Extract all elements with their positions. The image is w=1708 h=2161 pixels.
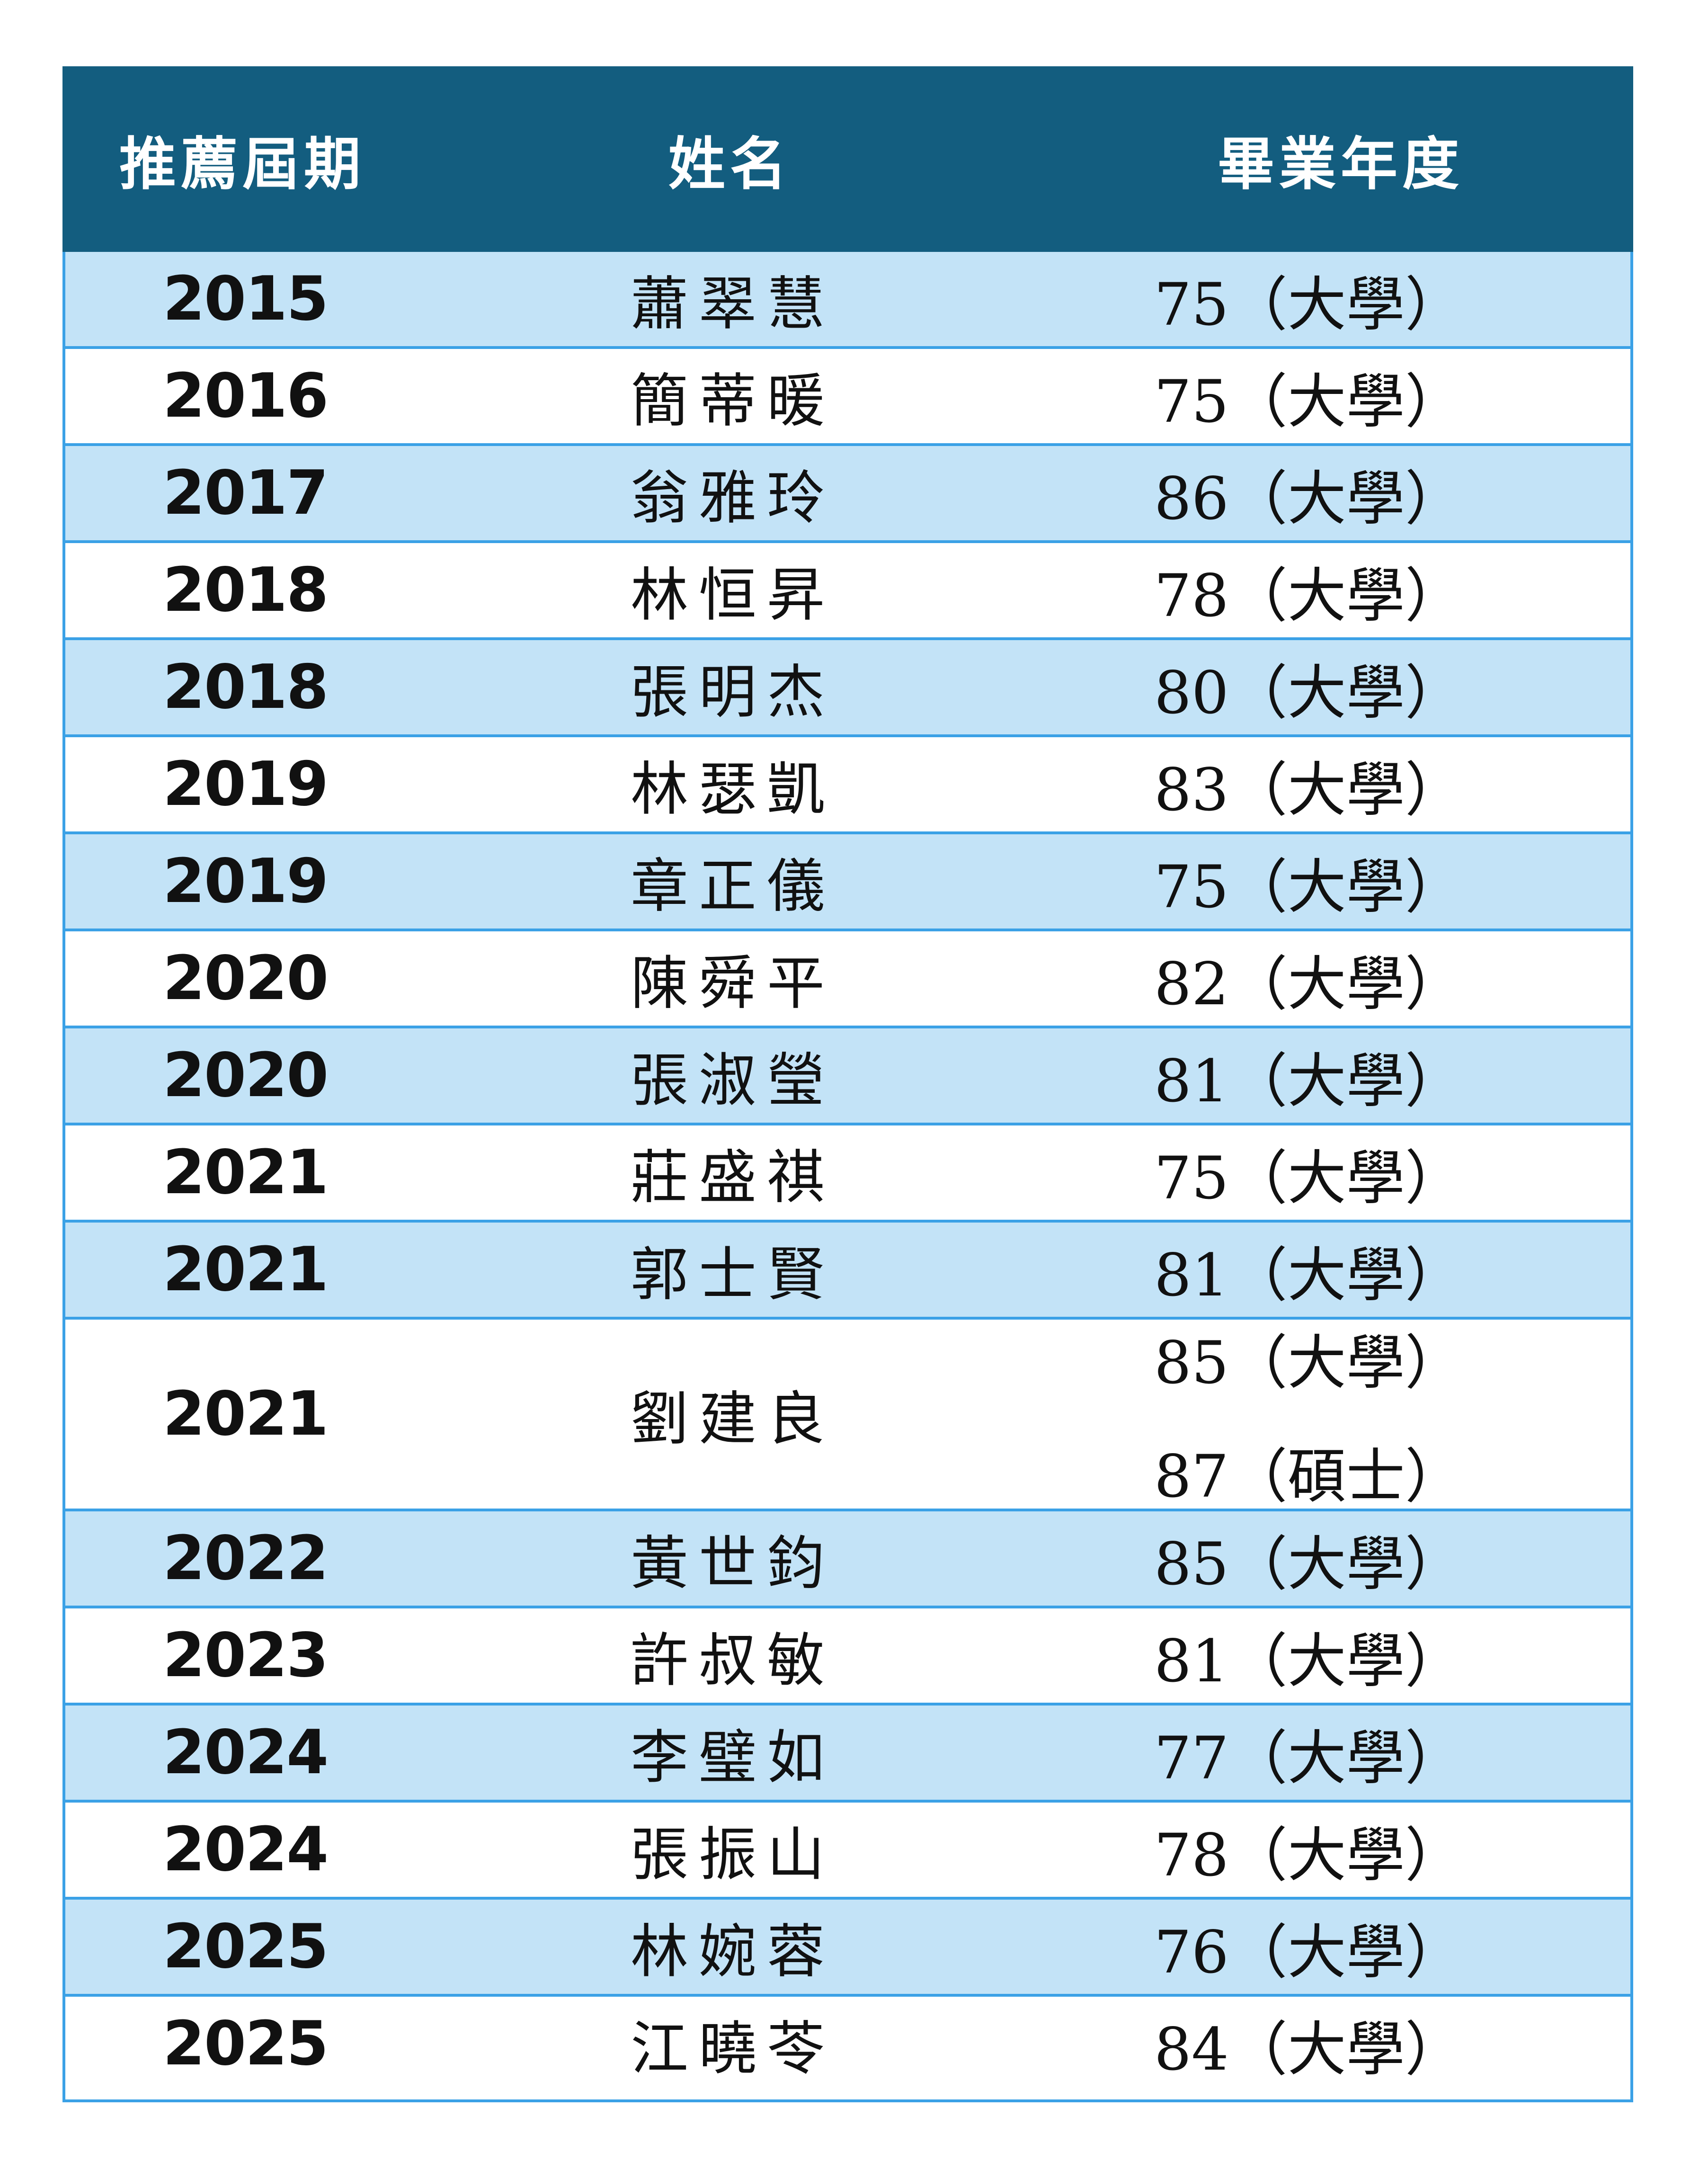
table-row: 2018 林恒昇 78（大學） <box>65 540 1630 637</box>
grad-year-cell: 85（大學） <box>1041 1516 1632 1601</box>
grad-year-cell: 75（大學） <box>1041 1130 1632 1215</box>
grad-year-cell: 81（大學） <box>1041 1227 1632 1313</box>
name-cell: 黃世鈞 <box>631 1530 835 1597</box>
term-cell: 2015 <box>162 264 329 334</box>
name-cell: 張振山 <box>631 1821 835 1888</box>
name-cell: 陳舜平 <box>631 950 835 1017</box>
grad-year-cell: 76（大學） <box>1041 1904 1632 1990</box>
table-row: 2016 簡蒂暖 75（大學） <box>65 346 1630 443</box>
grad-year-cell: 75（大學） <box>1041 354 1632 439</box>
grad-year-line: 76（大學） <box>1154 1918 1464 1987</box>
grad-year-line: 75（大學） <box>1154 270 1464 339</box>
table-row: 2018 張明杰 80（大學） <box>65 637 1630 734</box>
term-cell: 2021 <box>162 1234 329 1305</box>
grad-year-line: 82（大學） <box>1154 950 1464 1018</box>
table-body: 2015 蕭翠慧 75（大學） 2016 簡蒂暖 75（大學） 2017 翁雅玲 86（大學） 2… <box>65 252 1630 2091</box>
grad-year-line: 75（大學） <box>1154 367 1464 436</box>
term-cell: 2021 <box>162 1137 329 1208</box>
term-cell: 2016 <box>162 361 329 431</box>
table-row: 2020 張淑瑩 81（大學） <box>65 1026 1630 1123</box>
grad-year-line: 85（大學） <box>1154 1530 1464 1598</box>
table-row: 2023 許叔敏 81（大學） <box>65 1606 1630 1703</box>
grad-year-line: 75（大學） <box>1154 853 1464 921</box>
grad-year-line: 86（大學） <box>1154 464 1464 533</box>
name-cell: 張淑瑩 <box>631 1047 835 1114</box>
name-cell: 章正儀 <box>631 853 835 920</box>
name-cell: 劉建良 <box>631 1385 835 1453</box>
term-cell: 2017 <box>162 458 329 528</box>
table-row: 2020 陳舜平 82（大學） <box>65 929 1630 1026</box>
grad-year-cell: 81（大學） <box>1041 1613 1632 1698</box>
name-cell: 翁雅玲 <box>631 464 835 532</box>
grad-year-cell: 82（大學） <box>1041 936 1632 1021</box>
term-cell: 2018 <box>162 652 329 723</box>
name-cell: 李璧如 <box>631 1724 835 1791</box>
header-grad-year: 畢業年度 <box>1218 131 1464 197</box>
name-cell: 林恒昇 <box>631 562 835 629</box>
grad-year-line: 81（大學） <box>1154 1047 1464 1116</box>
table-row: 2024 張振山 78（大學） <box>65 1800 1630 1897</box>
term-cell: 2022 <box>162 1523 329 1594</box>
table-row: 2022 黃世鈞 85（大學） <box>65 1509 1630 1606</box>
grad-year-cell: 77（大學） <box>1041 1710 1632 1795</box>
term-cell: 2025 <box>162 2009 329 2079</box>
name-cell: 莊盛祺 <box>631 1144 835 1211</box>
table-row: 2021 莊盛祺 75（大學） <box>65 1123 1630 1220</box>
grad-year-cell: 83（大學） <box>1041 742 1632 827</box>
term-cell: 2024 <box>162 1814 329 1885</box>
table-row: 2025 林婉蓉 76（大學） <box>65 1897 1630 1994</box>
grad-year-cell: 80（大學） <box>1041 645 1632 730</box>
table-row: 2025 江曉苓 84（大學） <box>65 1994 1630 2091</box>
grad-year-cell: 81（大學） <box>1041 1033 1632 1118</box>
grad-year-cell: 75（大學） <box>1041 839 1632 924</box>
grad-year-line: 75（大學） <box>1154 1144 1464 1213</box>
grad-year-line: 83（大學） <box>1154 756 1464 824</box>
header-term: 推薦屆期 <box>119 131 365 197</box>
name-cell: 郭士賢 <box>631 1241 835 1308</box>
grad-year-line: 84（大學） <box>1154 2015 1464 2084</box>
grad-year-cell: 75（大學） <box>1041 257 1632 342</box>
name-cell: 林瑟凱 <box>631 756 835 823</box>
table-header: 推薦屆期 姓名 畢業年度 <box>62 66 1633 252</box>
grad-year-line: 78（大學） <box>1154 562 1464 630</box>
table-row: 2021 郭士賢 81（大學） <box>65 1220 1630 1317</box>
grad-year-line: 81（大學） <box>1154 1241 1464 1310</box>
table-row: 2024 李璧如 77（大學） <box>65 1703 1630 1800</box>
name-cell: 許叔敏 <box>631 1627 835 1694</box>
term-cell: 2018 <box>162 555 329 625</box>
grad-year-line: 78（大學） <box>1154 1821 1464 1890</box>
name-cell: 林婉蓉 <box>631 1918 835 1985</box>
table-row: 2019 林瑟凱 83（大學） <box>65 734 1630 831</box>
grad-year-line: 85（大學） <box>1154 1329 1464 1397</box>
grad-year-cell: 85（大學） 87（碩士） <box>1041 1315 1632 1514</box>
grad-year-line: 77（大學） <box>1154 1724 1464 1793</box>
grad-year-line: 80（大學） <box>1154 659 1464 727</box>
term-cell: 2019 <box>162 846 329 917</box>
grad-year-cell: 84（大學） <box>1041 2001 1632 2087</box>
name-cell: 蕭翠慧 <box>631 270 835 338</box>
name-cell: 簡蒂暖 <box>631 367 835 435</box>
grad-year-cell: 86（大學） <box>1041 451 1632 536</box>
grad-year-line: 87（碩士） <box>1154 1442 1464 1511</box>
term-cell: 2021 <box>162 1379 329 1449</box>
grad-year-cell: 78（大學） <box>1041 1807 1632 1893</box>
table-row: 2015 蕭翠慧 75（大學） <box>65 252 1630 346</box>
table-row: 2021 劉建良 85（大學） 87（碩士） <box>65 1317 1630 1511</box>
term-cell: 2024 <box>162 1717 329 1788</box>
name-cell: 江曉苓 <box>631 2015 835 2082</box>
table-row: 2019 章正儀 75（大學） <box>65 831 1630 929</box>
grad-year-cell: 78（大學） <box>1041 548 1632 633</box>
header-name: 姓名 <box>668 131 792 197</box>
grad-year-line: 81（大學） <box>1154 1627 1464 1696</box>
table-row: 2017 翁雅玲 86（大學） <box>65 443 1630 540</box>
name-cell: 張明杰 <box>631 659 835 726</box>
term-cell: 2020 <box>162 943 329 1014</box>
term-cell: 2019 <box>162 749 329 820</box>
recommendation-table: 推薦屆期 姓名 畢業年度 2015 蕭翠慧 75（大學） 2016 簡蒂暖 75（大學） 2… <box>62 66 1633 2102</box>
term-cell: 2023 <box>162 1620 329 1691</box>
term-cell: 2020 <box>162 1040 329 1111</box>
term-cell: 2025 <box>162 1911 329 1982</box>
